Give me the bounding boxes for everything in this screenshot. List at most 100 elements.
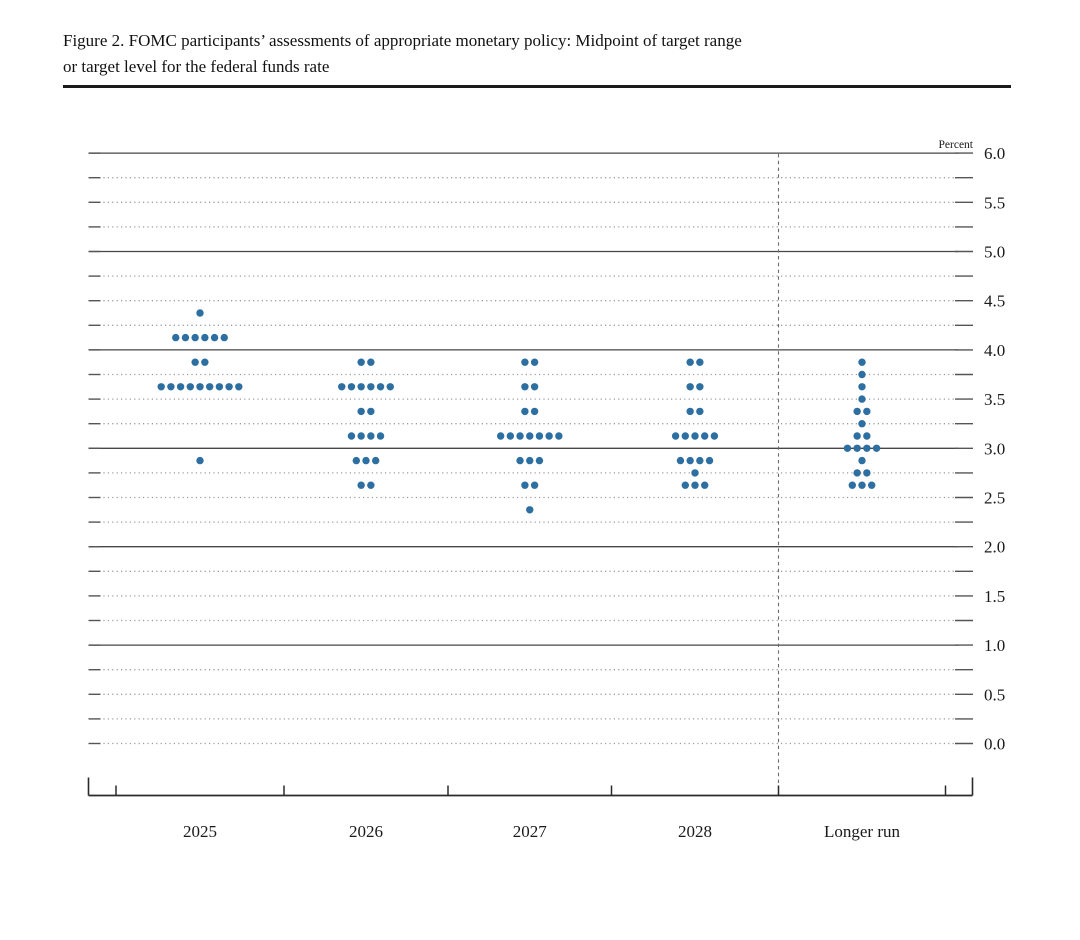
- fomc-dot: [676, 456, 685, 465]
- fomc-dot: [220, 333, 228, 342]
- fomc-dot: [367, 407, 375, 416]
- fomc-dot: [167, 383, 175, 391]
- fomc-dot: [686, 358, 694, 366]
- percent-unit-label: Percent: [939, 139, 974, 151]
- y-axis-tick-label: 4.5: [984, 292, 1005, 311]
- x-axis-category-label: 2027: [513, 822, 548, 841]
- fomc-dot: [206, 383, 214, 391]
- fomc-dot: [681, 481, 689, 489]
- fomc-dot: [863, 444, 871, 452]
- fomc-dot: [521, 358, 529, 366]
- fomc-dot: [545, 432, 553, 440]
- fomc-dot: [530, 383, 539, 391]
- y-axis-tick-label: 0.5: [984, 685, 1005, 704]
- y-axis-tick-label: 3.5: [984, 390, 1005, 409]
- fomc-dot: [863, 469, 871, 477]
- y-axis-tick-label: 5.0: [984, 243, 1005, 262]
- fomc-dot: [386, 383, 394, 391]
- fomc-dot: [863, 407, 871, 416]
- fomc-dot: [176, 383, 185, 391]
- fomc-dot: [367, 358, 375, 366]
- fomc-dot: [686, 407, 694, 416]
- y-axis-tick-label: 2.0: [984, 538, 1005, 557]
- fomc-dot: [186, 383, 194, 391]
- fomc-dot: [872, 444, 881, 452]
- x-axis-category-label: Longer run: [824, 822, 901, 841]
- fomc-dot: [347, 383, 356, 391]
- fomc-dot: [210, 333, 219, 342]
- fomc-dot: [691, 481, 699, 489]
- fomc-dot: [338, 383, 346, 391]
- fomc-dot: [858, 358, 866, 366]
- fomc-dot: [181, 333, 190, 342]
- fomc-dot: [530, 358, 539, 366]
- fomc-dot: [506, 432, 515, 440]
- fomc-dot: [671, 432, 680, 440]
- fomc-dot: [691, 432, 699, 440]
- fomc-dot: [858, 481, 866, 489]
- fomc-dot: [521, 407, 529, 416]
- figure-title-line-2: or target level for the federal funds ra…: [63, 57, 330, 76]
- fomc-dot: [352, 456, 360, 465]
- fomc-dot: [535, 432, 544, 440]
- fomc-dot: [526, 456, 534, 465]
- fomc-dot: [357, 432, 365, 440]
- figure-title-line-1: Figure 2. FOMC participants’ assessments…: [63, 31, 742, 50]
- fomc-dot: [235, 383, 243, 391]
- fomc-dot: [701, 432, 709, 440]
- fomc-dot: [516, 456, 524, 465]
- fomc-dot: [196, 456, 204, 465]
- fomc-dot: [357, 358, 365, 366]
- fomc-dot: [535, 456, 544, 465]
- y-axis-tick-label: 1.0: [984, 636, 1005, 655]
- x-axis-category-label: 2026: [349, 822, 383, 841]
- fomc-dot: [191, 358, 199, 366]
- fomc-dot: [496, 432, 505, 440]
- fomc-dot: [686, 383, 694, 391]
- fomc-dot: [863, 432, 871, 440]
- fomc-dot: [681, 432, 689, 440]
- fomc-dot: [516, 432, 524, 440]
- fomc-dot: [347, 432, 356, 440]
- fomc-dot: [215, 383, 224, 391]
- fomc-dot: [858, 456, 866, 465]
- fomc-dot: [853, 432, 861, 440]
- fomc-dot: [376, 383, 385, 391]
- y-axis-tick-label: 2.5: [984, 489, 1005, 508]
- fomc-dot: [196, 309, 204, 317]
- fomc-dot: [196, 383, 204, 391]
- fomc-dot: [555, 432, 563, 440]
- fomc-dot: [372, 456, 380, 465]
- y-axis-tick-label: 5.5: [984, 193, 1005, 212]
- fomc-dot: [530, 481, 539, 489]
- fomc-dot: [858, 370, 866, 379]
- fomc-dot: [853, 469, 861, 477]
- y-axis-tick-label: 4.0: [984, 341, 1005, 360]
- fomc-dot: [526, 506, 534, 514]
- fomc-dot: [710, 432, 719, 440]
- fomc-dot: [691, 469, 699, 477]
- fomc-dot: [172, 333, 180, 342]
- fomc-dot: [858, 395, 866, 403]
- fomc-dot: [701, 481, 709, 489]
- fomc-dot: [225, 383, 233, 391]
- y-axis-tick-label: 1.5: [984, 587, 1005, 606]
- fomc-dot: [526, 432, 534, 440]
- fomc-dot: [696, 383, 704, 391]
- fomc-dot: [157, 383, 165, 391]
- fomc-dot: [853, 444, 861, 452]
- y-axis-tick-label: 3.0: [984, 439, 1005, 458]
- fomc-dot: [848, 481, 856, 489]
- fomc-dot: [696, 407, 704, 416]
- fomc-dot: [858, 420, 866, 428]
- fomc-dot: [858, 383, 866, 391]
- fomc-dot: [843, 444, 852, 452]
- fomc-dot: [367, 481, 375, 489]
- fomc-dot: [705, 456, 714, 465]
- fomc-dot: [686, 456, 694, 465]
- fomc-dot: [367, 432, 375, 440]
- fomc-dot: [367, 383, 375, 391]
- y-axis-tick-label: 6.0: [984, 144, 1005, 163]
